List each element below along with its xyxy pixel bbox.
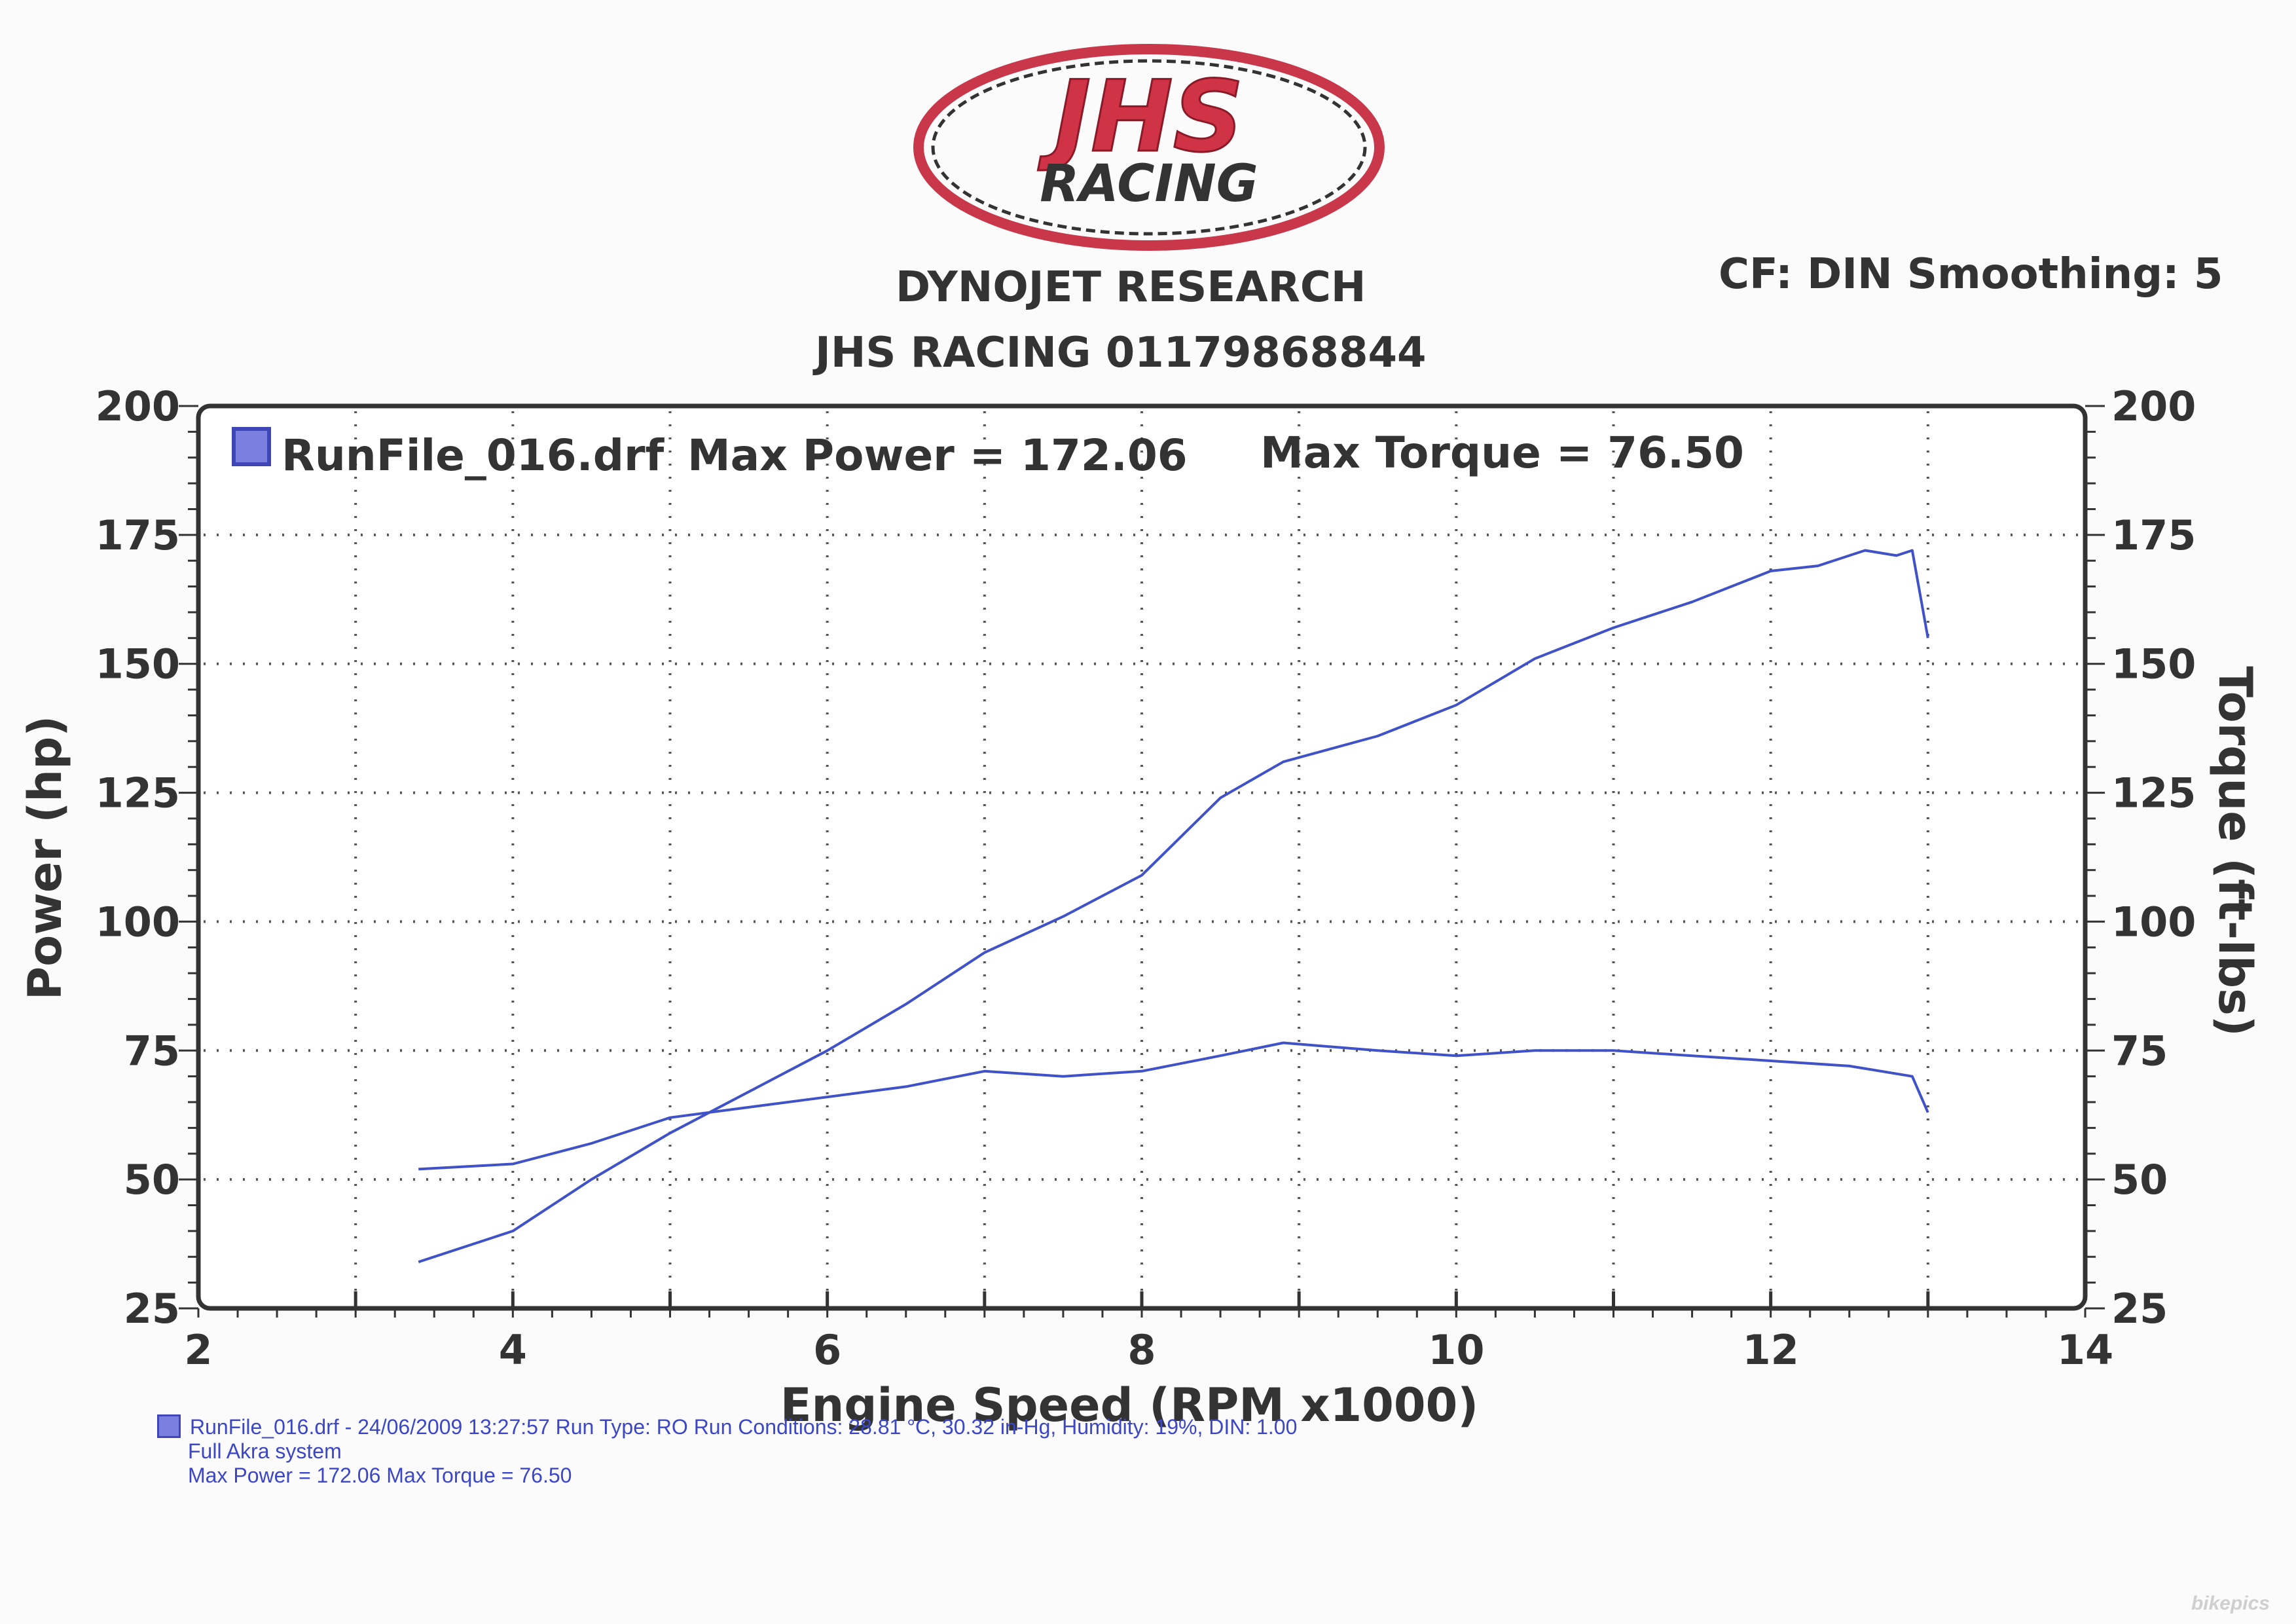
y-tick-label: 175 [96, 511, 180, 559]
x-tick-label: 8 [1127, 1326, 1156, 1374]
y-tick-label: 125 [96, 769, 180, 817]
y2-tick-label: 150 [2111, 640, 2196, 688]
y2-tick-label: 175 [2111, 511, 2196, 559]
right-axis-labels: 25 50 75 100 125 150 175 200 [2111, 382, 2196, 1333]
chart-subtitle: JHS RACING 01179868844 [815, 329, 1427, 377]
run-swatch [157, 1414, 181, 1438]
logo-line1: JHS [1038, 60, 1243, 174]
x-tick-label: 12 [1743, 1326, 1799, 1374]
y-tick-label: 50 [124, 1156, 180, 1204]
y-tick-label: 75 [124, 1027, 180, 1075]
y-tick-label: 100 [96, 898, 180, 946]
curves [418, 549, 1929, 1264]
jhs-racing-logo: JHS RACING [913, 44, 1385, 251]
correction-info: CF: DIN Smoothing: 5 [1719, 250, 2223, 299]
legend-swatch [232, 427, 271, 466]
run-info-line3: Max Power = 172.06 Max Torque = 76.50 [188, 1464, 572, 1487]
legend-run: RunFile_016.drf [282, 430, 665, 481]
x-tick-label: 4 [499, 1326, 527, 1374]
x-axis-labels: 2 4 6 8 10 12 14 [184, 1326, 2113, 1374]
chart-title: DYNOJET RESEARCH [896, 263, 1366, 312]
x-tick-label: 2 [184, 1326, 212, 1374]
y2-tick-label: 50 [2111, 1156, 2168, 1204]
watermark: bikepics [2191, 1593, 2270, 1614]
x-tick-label: 14 [2057, 1326, 2113, 1374]
legend-max-torque: Max Torque = 76.50 [1260, 428, 1744, 478]
x-tick-label: 6 [813, 1326, 841, 1374]
grid-lines [204, 411, 2080, 1303]
x-tick-label: 10 [1428, 1326, 1484, 1374]
run-info-line1: RunFile_016.drf - 24/06/2009 13:27:57 Ru… [190, 1415, 1298, 1439]
y2-tick-label: 125 [2111, 769, 2196, 817]
series-power-line [418, 549, 1929, 1264]
y2-tick-label: 200 [2111, 382, 2196, 430]
left-axis-labels: 25 50 75 100 125 150 175 200 [96, 382, 180, 1333]
legend-max-power: Max Power = 172.06 [687, 430, 1188, 481]
logo-line2: RACING [1040, 155, 1258, 213]
minor-ticks [179, 405, 2105, 1318]
series-torque-line [418, 1041, 1929, 1171]
run-info-line2: Full Akra system [188, 1439, 342, 1463]
y2-axis-title: Torque (ft-lbs) [2208, 666, 2262, 1037]
y-axis-title: Power (hp) [18, 716, 72, 1000]
y-tick-label: 25 [124, 1285, 180, 1333]
run-info: RunFile_016.drf - 24/06/2009 13:27:57 Ru… [157, 1414, 1597, 1488]
x-axis-title: Engine Speed (RPM x1000) [780, 1378, 1479, 1432]
y2-tick-label: 100 [2111, 898, 2196, 946]
y2-tick-label: 75 [2111, 1027, 2168, 1075]
y2-tick-label: 25 [2111, 1285, 2168, 1333]
y-tick-label: 150 [96, 640, 180, 688]
y-tick-label: 200 [96, 382, 180, 430]
